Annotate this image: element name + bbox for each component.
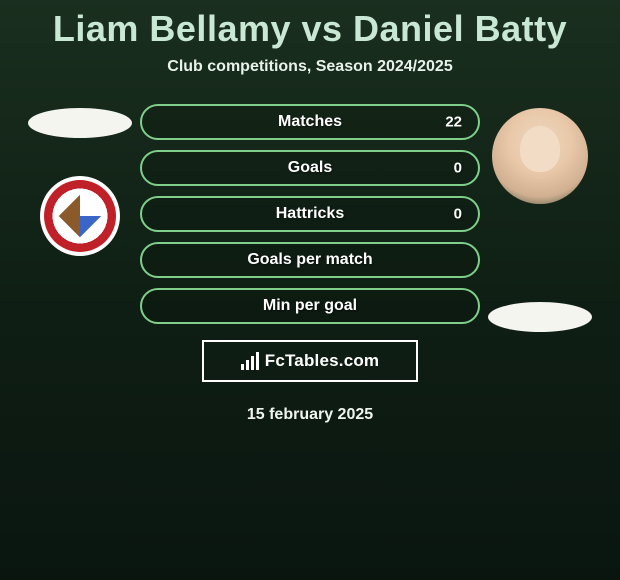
player-left-name-placeholder	[28, 108, 132, 138]
player-right-col	[480, 104, 600, 332]
stat-row-hattricks: Hattricks 0	[140, 196, 480, 232]
stat-label: Min per goal	[263, 297, 357, 315]
player-right-name-placeholder	[488, 302, 592, 332]
bars-chart-icon	[241, 352, 259, 370]
stat-label: Goals	[288, 159, 332, 177]
player-right-avatar	[492, 108, 588, 204]
stat-row-matches: Matches 22	[140, 104, 480, 140]
stat-label: Goals per match	[247, 251, 372, 269]
stat-value-right: 0	[454, 206, 462, 223]
stat-value-right: 0	[454, 160, 462, 177]
page-title: Liam Bellamy vs Daniel Batty	[53, 8, 567, 50]
club-crest-icon	[44, 180, 116, 252]
main-area: Matches 22 Goals 0 Hattricks 0 Goals per…	[0, 104, 620, 424]
subtitle: Club competitions, Season 2024/2025	[167, 58, 452, 76]
stats-column: Matches 22 Goals 0 Hattricks 0 Goals per…	[140, 104, 480, 424]
player-left-club-badge	[40, 176, 120, 256]
stat-row-min-per-goal: Min per goal	[140, 288, 480, 324]
snapshot-date: 15 february 2025	[247, 406, 373, 424]
comparison-card: Liam Bellamy vs Daniel Batty Club compet…	[0, 0, 620, 424]
player-left-col	[20, 104, 140, 256]
brand-text: FcTables.com	[265, 351, 380, 371]
stat-row-goals-per-match: Goals per match	[140, 242, 480, 278]
brand-attribution[interactable]: FcTables.com	[202, 340, 418, 382]
stat-value-right: 22	[445, 114, 462, 131]
stat-row-goals: Goals 0	[140, 150, 480, 186]
stat-label: Matches	[278, 113, 342, 131]
stat-label: Hattricks	[276, 205, 344, 223]
